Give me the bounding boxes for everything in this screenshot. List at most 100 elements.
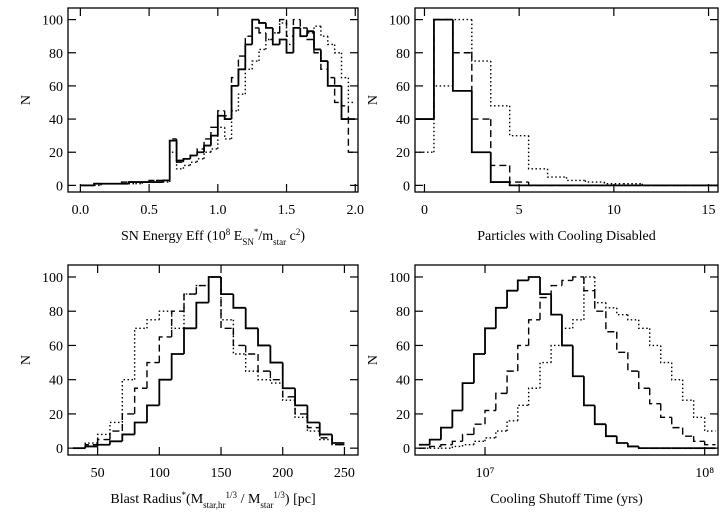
plot-frame <box>414 264 719 456</box>
histogram-step <box>571 345 584 378</box>
histogram-step <box>146 404 160 423</box>
histogram-step <box>292 27 301 45</box>
histogram-step <box>294 396 308 415</box>
histogram-step <box>461 382 474 411</box>
histogram-step <box>189 154 198 159</box>
histogram-step <box>473 423 486 435</box>
histogram-step <box>121 433 135 442</box>
histogram-step <box>282 383 296 401</box>
histogram-step <box>484 437 496 442</box>
histogram-step <box>244 68 253 95</box>
histogram-step <box>333 44 342 54</box>
histogram-step <box>550 344 562 363</box>
histogram-step <box>472 353 486 384</box>
plot-frame <box>414 7 719 193</box>
panel: 0 20 40 60 80 100 0 5 10 15 N Particles with Coolin… <box>366 7 719 244</box>
histogram-step <box>220 276 234 330</box>
histogram-step <box>508 182 529 187</box>
y-axis-label: N <box>366 95 381 105</box>
histogram-step <box>440 444 453 447</box>
y-tick-label: 20 <box>49 408 63 423</box>
y-tick-label: 60 <box>396 80 410 95</box>
histogram-step <box>244 35 253 57</box>
x-tick-label: 1.5 <box>278 203 296 218</box>
histogram-step <box>278 38 287 45</box>
histogram-step <box>506 420 518 432</box>
y-tick-label: 60 <box>396 339 410 354</box>
histogram-step <box>615 436 628 444</box>
histogram-step <box>648 328 661 347</box>
histogram-series <box>415 18 718 187</box>
x-tick-label: 10⁷ <box>476 466 495 481</box>
histogram-step <box>671 362 683 381</box>
histogram-step <box>269 345 283 364</box>
histogram-step <box>96 443 110 447</box>
histogram-step <box>292 18 301 37</box>
histogram-step <box>508 165 529 183</box>
x-axis-label-part: Cooling Shutoff Time (yrs) <box>490 492 643 507</box>
histogram-step <box>272 32 280 40</box>
histogram-step <box>258 48 266 62</box>
histogram-step <box>133 421 147 435</box>
histogram-step <box>203 144 211 153</box>
histogram-step <box>461 444 474 447</box>
histogram-step <box>203 138 211 149</box>
y-tick-label: 80 <box>49 47 63 62</box>
histogram-step <box>451 440 463 445</box>
histogram-step <box>517 344 529 372</box>
histogram-step <box>561 314 573 347</box>
histogram-step <box>605 302 617 309</box>
histogram-step <box>703 441 716 446</box>
histogram-step <box>584 180 605 183</box>
x-tick-label: 5 <box>516 203 523 218</box>
histogram-step <box>232 294 246 309</box>
histogram-step <box>237 93 246 111</box>
histogram-step <box>257 354 271 372</box>
histogram-step <box>484 409 496 425</box>
histogram-step <box>109 421 123 435</box>
histogram-step <box>109 430 123 440</box>
histogram-step <box>527 182 548 187</box>
histogram-step <box>100 183 108 186</box>
histogram-step <box>292 26 301 53</box>
y-axis-label: N <box>19 355 34 365</box>
histogram-step <box>331 434 345 444</box>
histogram-step <box>285 19 294 37</box>
histogram-step <box>278 18 287 33</box>
histogram-step <box>331 439 345 446</box>
x-axis-label-part: * <box>182 490 187 500</box>
y-axis-label: N <box>366 355 381 365</box>
y-tick-label: 0 <box>56 179 63 194</box>
histogram-step <box>489 152 510 183</box>
histogram-step <box>473 440 486 445</box>
y-tick-label: 100 <box>389 271 410 286</box>
histogram-step <box>223 127 232 140</box>
histogram-series <box>72 276 345 449</box>
x-axis-label-part: /m <box>258 229 273 244</box>
histogram-step <box>583 276 595 292</box>
histogram-step <box>490 61 510 107</box>
y-tick-label: 60 <box>49 80 63 95</box>
histogram-step <box>168 139 177 181</box>
histogram-step <box>281 362 296 390</box>
histogram-step <box>319 49 328 62</box>
histogram-step <box>638 371 650 389</box>
panel: 0 20 40 60 80 100 50 100 150 200 250 N Blast Radius*… <box>19 264 359 510</box>
histogram-series <box>418 276 716 449</box>
x-axis-label: Cooling Shutoff Time (yrs) <box>490 492 643 507</box>
histogram-step <box>272 32 280 40</box>
histogram-step <box>516 279 529 291</box>
histogram-step <box>313 39 321 54</box>
histogram-step <box>121 413 135 432</box>
histogram-step <box>182 164 191 169</box>
histogram-step <box>265 22 273 29</box>
histogram-series <box>415 18 718 187</box>
histogram-step <box>175 140 184 162</box>
x-tick-label: 15 <box>702 203 716 218</box>
histogram-step <box>299 19 308 29</box>
histogram-step <box>245 354 259 372</box>
histogram-step <box>257 328 271 347</box>
histogram-step <box>603 182 624 185</box>
histogram-step <box>265 38 273 50</box>
